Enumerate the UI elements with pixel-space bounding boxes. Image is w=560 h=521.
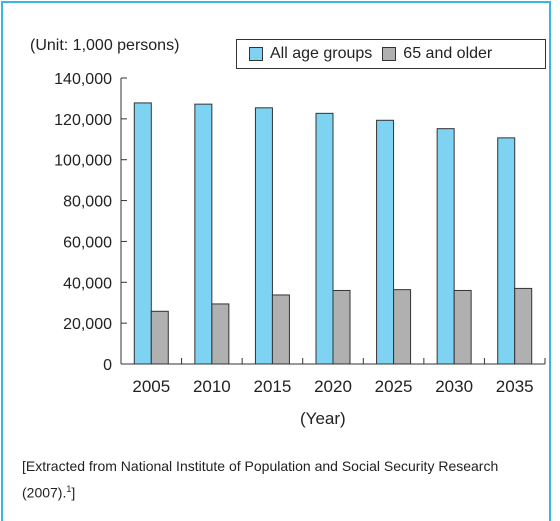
y-tick-label: 140,000 bbox=[54, 71, 112, 88]
x-tick-label: 2005 bbox=[132, 377, 170, 396]
x-axis-title: (Year) bbox=[300, 409, 346, 428]
bar-65-and-older bbox=[393, 289, 412, 365]
y-tick-label: 80,000 bbox=[63, 194, 112, 211]
y-tick-label: 60,000 bbox=[63, 234, 112, 251]
x-tick-label: 2020 bbox=[314, 377, 352, 396]
bar-all-age-groups bbox=[376, 119, 395, 365]
bar-65-and-older bbox=[271, 294, 290, 365]
bar-65-and-older bbox=[453, 289, 472, 365]
legend-item-65-older: 65 and older bbox=[382, 45, 492, 63]
x-tick-label: 2010 bbox=[193, 377, 231, 396]
x-tick-label: 2015 bbox=[254, 377, 292, 396]
y-tick-label: 0 bbox=[103, 357, 112, 374]
chart-legend: All age groups 65 and older bbox=[236, 39, 546, 69]
bar-65-and-older bbox=[150, 310, 169, 365]
bar-65-and-older bbox=[211, 303, 230, 365]
x-tick-label: 2025 bbox=[375, 377, 413, 396]
footnote-mark: 1 bbox=[66, 484, 72, 494]
y-tick-label: 40,000 bbox=[63, 275, 112, 292]
bar-65-and-older bbox=[514, 287, 533, 365]
bar-all-age-groups bbox=[133, 102, 152, 365]
source-end: ] bbox=[71, 484, 76, 501]
bar-all-age-groups bbox=[254, 107, 273, 365]
bar-all-age-groups bbox=[497, 137, 516, 365]
legend-label-all-ages: All age groups bbox=[270, 45, 373, 62]
x-tick-label: 2030 bbox=[435, 377, 473, 396]
unit-note: (Unit: 1,000 persons) bbox=[30, 37, 180, 54]
bar-all-age-groups bbox=[436, 128, 455, 365]
source-citation: [Extracted from National Institute of Po… bbox=[22, 455, 552, 505]
y-tick-label: 100,000 bbox=[54, 153, 112, 170]
bar-all-age-groups bbox=[194, 103, 213, 365]
bar-65-and-older bbox=[332, 289, 351, 365]
legend-label-65-older: 65 and older bbox=[403, 45, 493, 62]
y-tick-label: 20,000 bbox=[63, 316, 112, 333]
bar-all-age-groups bbox=[315, 112, 334, 365]
legend-item-all-ages: All age groups bbox=[249, 45, 372, 63]
y-tick-label: 120,000 bbox=[54, 112, 112, 129]
source-text: [Extracted from National Institute of Po… bbox=[22, 458, 499, 501]
legend-swatch-all-ages bbox=[249, 47, 263, 61]
x-tick-label: 2035 bbox=[496, 377, 534, 396]
legend-swatch-65-older bbox=[382, 47, 397, 61]
